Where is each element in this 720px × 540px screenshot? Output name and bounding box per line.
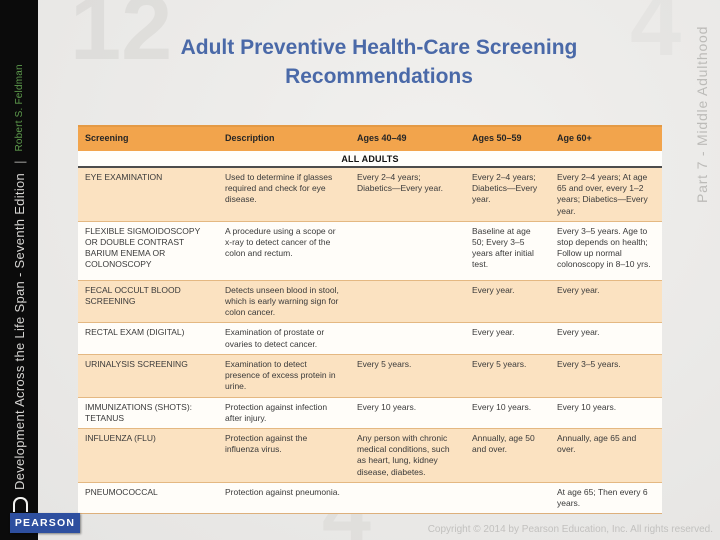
table-cell: Baseline at age 50; Every 3–5 years afte… xyxy=(472,225,534,270)
table-cell: Every 2–4 years; Diabetics—Every year. xyxy=(357,171,443,194)
screening-table: Screening Description Ages 40–49 Ages 50… xyxy=(78,125,662,515)
separator: | xyxy=(11,160,27,164)
table-cell: Every year. xyxy=(472,327,515,338)
table-cell: Every 3–5 years. Age to stop depends on … xyxy=(557,225,651,270)
section-header-all-adults: ALL ADULTS xyxy=(78,150,662,168)
table-cell: Every year. xyxy=(557,284,600,295)
table-cell: Detects unseen blood in stool, which is … xyxy=(225,284,339,318)
table-cell: Protection against pneumonia. xyxy=(225,486,340,497)
table-cell: RECTAL EXAM (DIGITAL) xyxy=(85,327,185,338)
table-cell: Used to determine if glasses required an… xyxy=(225,171,333,205)
slide-title-text: Adult Preventive Health-Care Screening R… xyxy=(180,36,578,89)
copyright-text: Copyright © 2014 by Pearson Education, I… xyxy=(427,524,713,535)
table-row: FECAL OCCULT BLOOD SCREENING Detects uns… xyxy=(78,280,662,324)
table-cell: Annually, age 50 and over. xyxy=(472,432,535,455)
table-cell: Every 5 years. xyxy=(472,358,527,369)
table-cell: Every year. xyxy=(557,327,600,338)
table-cell: IMMUNIZATIONS (SHOTS): TETANUS xyxy=(85,401,193,423)
table-cell: At age 65; Then every 6 years. xyxy=(557,486,648,509)
column-header-ages-50-59: Ages 50–59 xyxy=(472,133,522,143)
table-row: RECTAL EXAM (DIGITAL) Examination of pro… xyxy=(78,323,662,355)
table-cell: Every 2–4 years; At age 65 and over, eve… xyxy=(557,171,648,216)
table-cell: Every 3–5 years. xyxy=(557,358,621,369)
table-cell xyxy=(350,483,465,513)
table-row: FLEXIBLE SIGMOIDOSCOPY OR DOUBLE CONTRAS… xyxy=(78,221,662,281)
table-cell: Annually, age 65 and over. xyxy=(557,432,637,455)
column-header-ages-40-49: Ages 40–49 xyxy=(357,133,407,143)
pearson-logo: PEARSON xyxy=(10,513,80,533)
table-cell: FLEXIBLE SIGMOIDOSCOPY OR DOUBLE CONTRAS… xyxy=(85,225,201,270)
table-cell: Protection against infection after injur… xyxy=(225,401,328,423)
slide-title: Adult Preventive Health-Care Screening R… xyxy=(38,33,720,92)
table-cell: PNEUMOCOCCAL xyxy=(85,486,158,497)
column-header-screening: Screening xyxy=(85,133,129,143)
table-cell: Protection against the influenza virus. xyxy=(225,432,308,455)
table-cell: Every 2–4 years; Diabetics—Every year. xyxy=(472,171,538,205)
table-cell: Every 10 years. xyxy=(557,401,617,412)
table-cell: FECAL OCCULT BLOOD SCREENING xyxy=(85,284,181,306)
table-cell: Any person with chronic medical conditio… xyxy=(357,432,450,477)
table-cell: Every 10 years. xyxy=(472,401,532,412)
table-cell: INFLUENZA (FLU) xyxy=(85,432,156,443)
table-cell: Every year. xyxy=(472,284,515,295)
table-cell: Every 10 years. xyxy=(357,401,417,412)
table-cell: Examination to detect presence of excess… xyxy=(225,358,336,392)
table-row: IMMUNIZATIONS (SHOTS): TETANUS Protectio… xyxy=(78,397,662,429)
table-row: INFLUENZA (FLU) Protection against the i… xyxy=(78,428,662,483)
table-cell xyxy=(350,323,465,353)
table-cell: Every 5 years. xyxy=(357,358,412,369)
table-cell: URINALYSIS SCREENING xyxy=(85,358,188,369)
pearson-arch-icon xyxy=(13,497,28,512)
table-cell xyxy=(350,281,465,323)
column-header-age-60plus: Age 60+ xyxy=(557,133,592,143)
table-cell xyxy=(465,483,550,513)
author-name: Robert S. Feldman xyxy=(13,64,25,152)
edition-strip xyxy=(0,0,38,540)
table-row: EYE EXAMINATION Used to determine if gla… xyxy=(78,167,662,222)
book-title: Development Across the Life Span - Seven… xyxy=(11,172,27,490)
table-header-row: Screening Description Ages 40–49 Ages 50… xyxy=(78,127,662,151)
table-row: URINALYSIS SCREENING Examination to dete… xyxy=(78,354,662,398)
edition-strip-text: Development Across the Life Span - Seven… xyxy=(5,0,33,540)
table-cell: Examination of prostate or ovaries to de… xyxy=(225,327,325,349)
table-cell: A procedure using a scope or x-ray to de… xyxy=(225,225,336,259)
table-row: PNEUMOCOCCAL Protection against pneumoni… xyxy=(78,482,662,514)
table-cell: EYE EXAMINATION xyxy=(85,171,163,182)
column-header-description: Description xyxy=(225,133,275,143)
table-cell xyxy=(350,222,465,280)
